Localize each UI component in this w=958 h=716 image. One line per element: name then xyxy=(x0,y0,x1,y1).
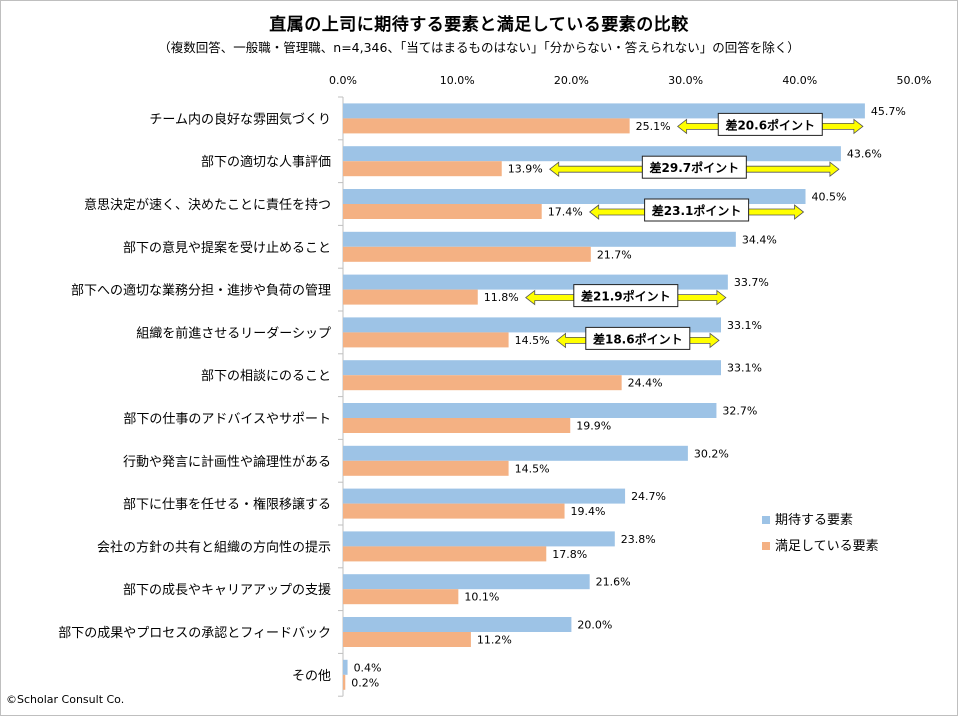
x-tick-label: 50.0% xyxy=(897,74,932,87)
axis-layer: 0.0% 10.0% 20.0% 30.0% 40.0% 50.0% チーム内の良好な雰囲気… xyxy=(58,74,932,697)
category-label: 部下の意見や提案を受け止めること xyxy=(123,240,331,256)
category-label: 意思決定が速く、決めたことに責任を持つ xyxy=(84,197,331,213)
legend-swatch xyxy=(762,516,770,524)
bar-satisfied xyxy=(343,503,565,519)
category-label: 部下の成果やプロセスの承認とフィードバック xyxy=(58,625,331,641)
value-label-satisfied: 11.2% xyxy=(477,634,512,647)
gap-label: 差21.9ポイント xyxy=(580,289,671,304)
category-label: チーム内の良好な雰囲気づくり xyxy=(149,111,331,127)
gap-label: 差20.6ポイント xyxy=(724,117,815,132)
bar-expected xyxy=(343,574,590,590)
category-label: 部下の相談にのること xyxy=(201,368,331,384)
bar-layer: 45.7% 25.1% 43.6% 13.9% 40.5% 17.4% 34.4% 21.7%… xyxy=(343,103,906,690)
value-label-expected: 30.2% xyxy=(694,447,729,460)
bar-expected xyxy=(343,531,615,547)
bar-satisfied xyxy=(343,546,547,562)
x-tick-label: 20.0% xyxy=(554,74,589,87)
chart-subtitle: （複数回答、一般職・管理職、n=4,346、「当てはまるものはない」「分からない… xyxy=(158,40,800,55)
value-label-satisfied: 0.2% xyxy=(351,676,379,689)
bar-satisfied xyxy=(343,632,471,647)
value-label-satisfied: 14.5% xyxy=(515,462,550,475)
value-label-satisfied: 24.4% xyxy=(628,377,663,390)
value-label-satisfied: 10.1% xyxy=(464,591,499,604)
x-tick-label: 40.0% xyxy=(782,74,817,87)
category-label: その他 xyxy=(292,669,331,684)
category-label: 会社の方針の共有と組織の方向性の提示 xyxy=(97,539,331,555)
legend-label: 期待する要素 xyxy=(775,513,853,528)
value-label-satisfied: 21.7% xyxy=(597,248,632,261)
value-label-expected: 0.4% xyxy=(354,661,382,674)
x-tick-label: 0.0% xyxy=(329,74,357,87)
value-label-expected: 45.7% xyxy=(871,105,906,118)
bar-satisfied xyxy=(343,118,630,134)
value-label-expected: 20.0% xyxy=(577,619,612,632)
annotation-layer: 差20.6ポイント差29.7ポイント差23.1ポイント差21.9ポイント差18.… xyxy=(525,112,864,350)
value-label-satisfied: 14.5% xyxy=(515,334,550,347)
gap-label: 差29.7ポイント xyxy=(649,160,740,175)
value-label-expected: 21.6% xyxy=(596,576,631,589)
value-label-satisfied: 19.4% xyxy=(571,505,606,518)
category-label: 部下に仕事を任せる・権限移譲する xyxy=(123,497,331,513)
bar-satisfied xyxy=(343,161,502,177)
category-label: 組織を前進させるリーダーシップ xyxy=(136,325,331,341)
legend-swatch xyxy=(762,542,770,550)
value-label-expected: 32.7% xyxy=(722,405,757,418)
legend-label: 満足している要素 xyxy=(775,539,879,554)
x-tick-label: 30.0% xyxy=(668,74,703,87)
bar-expected xyxy=(343,231,736,247)
bar-expected xyxy=(343,146,841,162)
bar-satisfied xyxy=(343,246,591,262)
value-label-expected: 33.7% xyxy=(734,276,769,289)
category-label: 行動や発言に計画性や論理性がある xyxy=(123,454,331,470)
gap-label: 差18.6ポイント xyxy=(592,331,683,346)
value-label-satisfied: 11.8% xyxy=(484,291,519,304)
value-label-satisfied: 25.1% xyxy=(636,120,671,133)
bar-satisfied xyxy=(343,418,571,433)
bar-satisfied xyxy=(343,589,459,605)
bar-satisfied xyxy=(343,674,346,690)
value-label-expected: 24.7% xyxy=(631,490,666,503)
chart-title: 直属の上司に期待する要素と満足している要素の比較 xyxy=(269,15,689,35)
copyright-text: ©Scholar Consult Co. xyxy=(6,693,125,706)
bar-expected xyxy=(343,617,572,632)
bar-expected xyxy=(343,403,717,418)
bar-expected xyxy=(343,488,626,504)
bar-expected xyxy=(343,360,722,376)
gap-label-box xyxy=(573,284,679,308)
value-label-expected: 43.6% xyxy=(847,148,882,161)
bar-satisfied xyxy=(343,460,509,476)
value-label-expected: 34.4% xyxy=(742,233,777,246)
bar-satisfied xyxy=(343,332,509,348)
bar-expected xyxy=(343,659,348,675)
category-label: 部下の成長やキャリアアップの支援 xyxy=(123,583,331,598)
value-label-satisfied: 17.4% xyxy=(548,206,583,219)
gap-label: 差23.1ポイント xyxy=(651,203,742,218)
value-label-expected: 33.1% xyxy=(727,362,762,375)
category-label: 部下への適切な業務分担・進捗や負荷の管理 xyxy=(71,283,331,299)
gap-label-box xyxy=(585,326,691,350)
value-label-satisfied: 19.9% xyxy=(576,420,611,433)
value-label-expected: 23.8% xyxy=(621,533,656,546)
bar-satisfied xyxy=(343,204,542,219)
category-label: 部下の仕事のアドバイスやサポート xyxy=(123,412,331,427)
bar-expected xyxy=(343,445,688,461)
value-label-expected: 33.1% xyxy=(727,319,762,332)
gap-label-box xyxy=(644,198,750,222)
value-label-satisfied: 13.9% xyxy=(508,163,543,176)
value-label-expected: 40.5% xyxy=(812,191,847,204)
gap-label-box xyxy=(641,155,747,179)
bar-satisfied xyxy=(343,289,478,305)
bar-satisfied xyxy=(343,375,622,391)
gap-label-box xyxy=(717,112,823,136)
value-label-satisfied: 17.8% xyxy=(552,548,587,561)
x-tick-label: 10.0% xyxy=(440,74,475,87)
category-label: 部下の適切な人事評価 xyxy=(201,154,331,170)
